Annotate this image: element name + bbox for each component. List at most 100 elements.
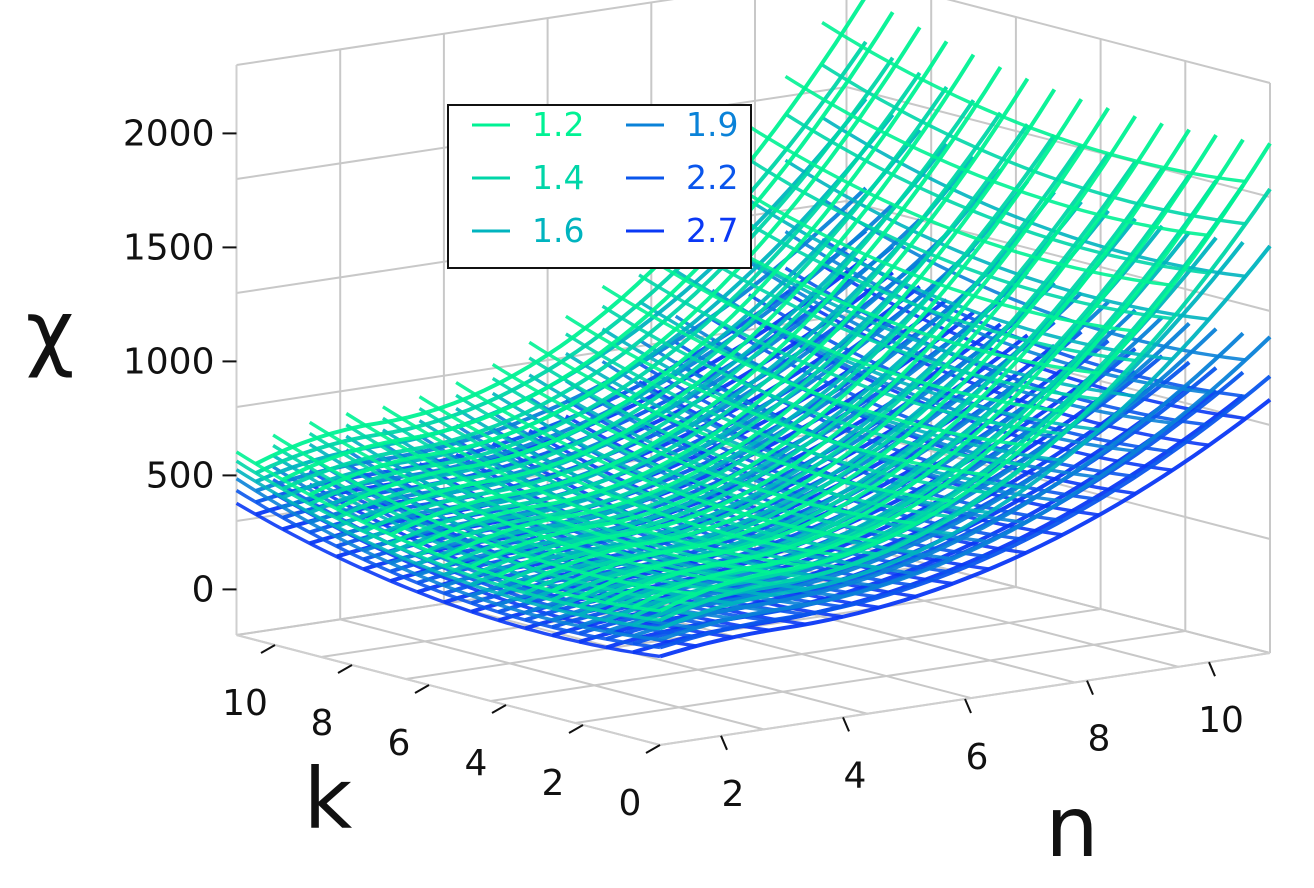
legend-label: 1.4 — [532, 158, 584, 197]
grid-line — [443, 602, 868, 715]
surface-line — [524, 160, 1137, 595]
grid-line — [846, 542, 1271, 654]
surface-line — [272, 433, 697, 596]
surface-line — [659, 142, 1272, 613]
surface-line — [443, 88, 1057, 559]
surface-line — [308, 431, 734, 594]
surface-line — [389, 111, 1003, 546]
k-tick-label: 2 — [542, 763, 565, 804]
z-tick-label: 500 — [146, 455, 215, 496]
surface-line — [659, 398, 1272, 659]
k-tick-label: 0 — [619, 783, 642, 824]
surface-line — [418, 395, 844, 558]
surface-line — [416, 77, 1030, 548]
n-tick-mark — [842, 717, 850, 732]
surface-line — [282, 202, 895, 509]
surface-line — [632, 331, 1245, 638]
surface-line — [308, 26, 922, 497]
grid-line — [490, 608, 1101, 702]
surface-line — [308, 420, 734, 583]
surface-line — [416, 123, 1030, 558]
surface-line — [638, 273, 1063, 436]
n-axis-label: n — [1045, 778, 1098, 876]
surface-line — [564, 314, 990, 477]
surface-line — [578, 128, 1191, 599]
k-tick-mark — [414, 684, 430, 694]
surface-line — [601, 284, 1027, 447]
surface-line — [674, 314, 1100, 479]
z-tick-label: 0 — [192, 569, 215, 610]
n-tick-mark — [1208, 661, 1216, 677]
surface-line — [235, 501, 661, 659]
z-tick-label: 1500 — [123, 227, 215, 268]
n-tick-mark — [964, 698, 972, 714]
surface-line — [235, 450, 661, 613]
k-tick-label: 4 — [465, 743, 488, 784]
surface-line — [345, 412, 771, 575]
surface-line — [389, 66, 1003, 537]
surface-line — [443, 133, 1057, 568]
surface-line — [551, 122, 1164, 593]
z-tick-label: 2000 — [123, 113, 215, 154]
k-tick-mark — [337, 664, 353, 674]
surface-line — [605, 134, 1218, 605]
n-tick-label: 6 — [966, 737, 989, 778]
surface-line — [524, 115, 1137, 586]
legend: 1.2 1.4 1.6 1.9 2.2 2.7 — [447, 104, 752, 269]
surface-line — [784, 74, 1210, 238]
k-tick-label: 8 — [311, 703, 334, 744]
surface-line — [659, 187, 1272, 622]
surface-line — [711, 200, 1137, 363]
z-tick-label: 1000 — [123, 341, 215, 382]
surface-line — [335, 40, 949, 511]
surface-line — [821, 197, 1246, 362]
n-tick-mark — [1086, 680, 1094, 695]
legend-label: 1.2 — [532, 105, 584, 144]
surface-line — [254, 0, 866, 466]
k-tick-mark — [260, 644, 276, 654]
grid-line — [946, 0, 1271, 84]
surface-line — [455, 381, 880, 544]
surface-lines — [235, 0, 1272, 659]
surface-line — [497, 152, 1110, 587]
surface-line — [659, 335, 1272, 642]
grid-line — [339, 618, 764, 731]
surface-line — [491, 362, 917, 526]
surface-line — [281, 11, 895, 482]
surface-line — [747, 198, 1173, 361]
k-tick-mark — [491, 704, 507, 714]
legend-box — [447, 104, 752, 269]
legend-label: 1.6 — [532, 211, 584, 250]
n-tick-label: 10 — [1198, 700, 1244, 741]
surface-line — [362, 156, 976, 542]
n-tick-label: 2 — [722, 774, 745, 815]
grid-line — [575, 630, 1186, 724]
surface-line — [711, 170, 1137, 333]
surface-line — [659, 374, 1272, 650]
n-tick-label: 4 — [844, 755, 867, 796]
surface-line — [528, 340, 954, 503]
k-axis-label: k — [304, 750, 353, 848]
k-tick-label: 6 — [388, 723, 411, 764]
n-tick-label: 8 — [1088, 719, 1111, 760]
n-tick-mark — [720, 735, 728, 751]
surface-line — [470, 143, 1083, 578]
surface-line — [821, 21, 1246, 184]
surface-line — [362, 99, 976, 534]
surface-line — [674, 238, 1100, 401]
surface-line — [235, 468, 661, 631]
k-tick-mark — [568, 724, 584, 734]
legend-label: 1.9 — [686, 105, 738, 144]
z-axis-label: χ — [26, 282, 75, 380]
k-tick-mark — [645, 744, 661, 754]
surface-line — [747, 124, 1173, 287]
surface-line — [455, 393, 880, 556]
surface-line — [638, 250, 1063, 413]
surface-line — [362, 53, 976, 524]
k-axis-spine — [236, 634, 661, 746]
k-tick-label: 10 — [222, 683, 268, 724]
surface-line — [335, 273, 948, 549]
surface-line — [235, 489, 661, 650]
surface-line — [470, 98, 1083, 569]
